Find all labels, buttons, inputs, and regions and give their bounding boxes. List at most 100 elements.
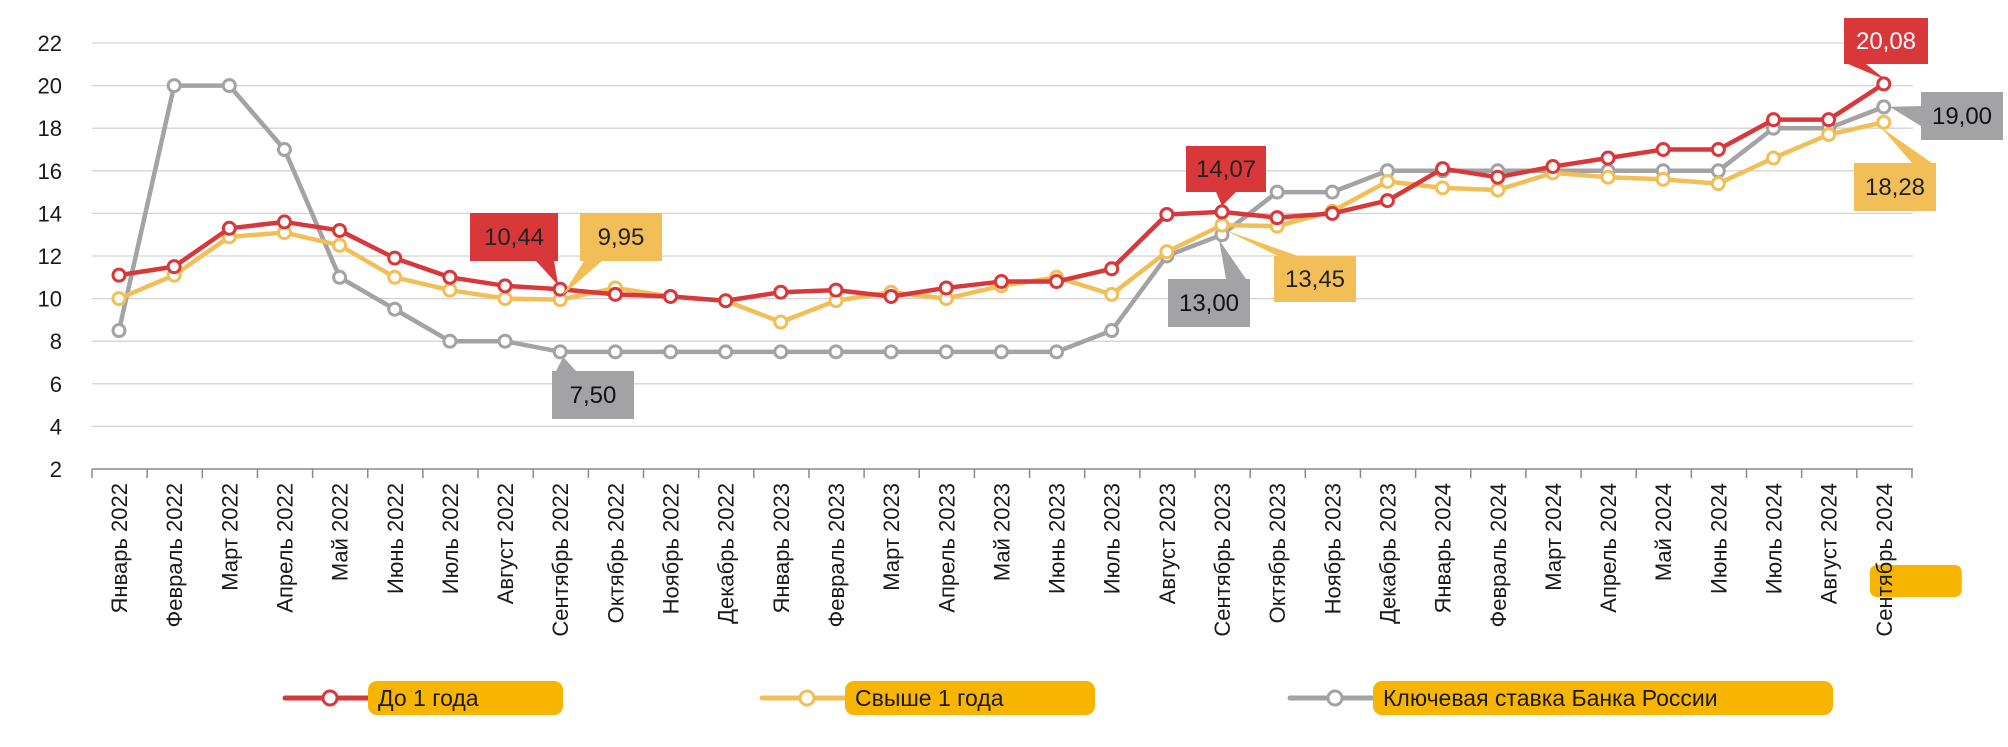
legend-swatch-marker: [1326, 689, 1344, 707]
data-point-s1-6: [442, 282, 458, 298]
x-tick-label: Октябрь 2023: [1265, 483, 1290, 623]
data-point-s0-27: [1600, 150, 1616, 166]
x-tick-label: Февраль 2022: [162, 483, 187, 627]
data-point-s0-2: [221, 220, 237, 236]
x-tick-label: Март 2022: [217, 483, 242, 591]
legend-swatch-marker: [798, 689, 816, 707]
data-point-s1-5: [387, 269, 403, 285]
data-point-s2-2: [221, 78, 237, 94]
legend: До 1 года Свыше 1 года Ключевая ставка Бан…: [282, 681, 1833, 715]
callout-pointer: [562, 261, 602, 296]
data-point-s2-14: [883, 344, 899, 360]
data-point-s0-10: [663, 288, 678, 304]
data-point-s2-29: [1710, 163, 1726, 179]
data-point-s0-8: [552, 281, 568, 297]
data-point-s0-20: [1214, 204, 1230, 220]
callout-box: [1274, 256, 1356, 302]
x-tick-label: Сентябрь 2022: [548, 483, 573, 637]
data-point-s2-15: [938, 344, 954, 360]
x-tick-label: Август 2024: [1817, 483, 1842, 604]
y-tick-label: 14: [38, 201, 62, 226]
y-axis-ticks: 2 4 6 8 10 12 14 16 18 20 22: [38, 31, 62, 482]
data-point-s1-4: [332, 237, 348, 253]
data-point-s0-0: [111, 267, 127, 283]
x-tick-label: Апрель 2023: [934, 483, 959, 613]
data-point-s1-7: [497, 291, 513, 307]
x-tick-label: Май 2022: [328, 483, 353, 581]
data-point-s2-4: [332, 269, 348, 285]
data-point-s0-12: [773, 284, 789, 300]
callout-label: 20,08: [1856, 28, 1916, 55]
x-tick-label: Февраль 2023: [824, 483, 849, 627]
data-point-s0-16: [993, 274, 1009, 290]
data-point-s2-16: [993, 344, 1009, 360]
data-point-s2-5: [387, 301, 403, 317]
data-point-s0-14: [883, 288, 899, 304]
legend-label: Свыше 1 года: [855, 685, 1004, 711]
data-point-s0-6: [442, 269, 458, 285]
x-tick-label: Август 2022: [493, 483, 518, 604]
x-tick-label: Ноябрь 2023: [1320, 483, 1345, 614]
data-point-s1-28: [1655, 171, 1671, 187]
x-tick-label: Апрель 2022: [272, 483, 297, 613]
data-point-s2-22: [1324, 184, 1340, 200]
data-point-s2-32: [1876, 99, 1892, 115]
x-tick-label: Июнь 2022: [383, 483, 408, 594]
callout-box: [552, 371, 634, 419]
callout-pointer: [1216, 192, 1236, 206]
x-tick-label: Ноябрь 2022: [659, 483, 684, 614]
data-point-s0-21: [1269, 210, 1285, 226]
data-point-s2-17: [1049, 344, 1065, 360]
data-point-s0-11: [718, 293, 734, 309]
data-point-s2-6: [442, 333, 458, 349]
callout-pointer: [1225, 230, 1298, 256]
data-callouts: 10,44 9,95 7,50 14,07 13,00 13,45 20,08 19,00 18…: [470, 18, 2003, 419]
x-tick-label: Июль 2023: [1100, 483, 1125, 594]
data-point-s0-22: [1324, 205, 1340, 221]
x-tick-label: Январь 2023: [769, 483, 794, 613]
data-point-s0-7: [497, 278, 513, 294]
x-tick-label: Сентябрь 2023: [1210, 483, 1235, 637]
x-tick-label: Июнь 2023: [1045, 483, 1070, 594]
callout-label: 13,00: [1179, 290, 1239, 317]
data-point-s2-1: [166, 78, 182, 94]
x-tick-label: Июль 2022: [438, 483, 463, 594]
data-point-s0-17: [1049, 274, 1065, 290]
y-tick-label: 16: [38, 159, 62, 184]
data-point-s2-21: [1269, 184, 1285, 200]
data-point-s0-18: [1104, 261, 1120, 277]
data-point-s1-24: [1435, 180, 1451, 196]
data-point-s0-23: [1379, 193, 1395, 209]
x-tick-label: Декабрь 2022: [714, 483, 739, 624]
legend-label-highlight: [845, 681, 1095, 715]
y-tick-label: 10: [38, 287, 62, 312]
data-point-s0-1: [166, 259, 182, 275]
data-point-s0-28: [1655, 142, 1671, 157]
x-tick-label: Март 2023: [879, 483, 904, 591]
y-tick-label: 2: [50, 457, 62, 482]
callout-pointer: [1848, 64, 1886, 80]
data-point-s0-32: [1876, 76, 1892, 92]
y-tick-label: 22: [38, 31, 62, 56]
x-tick-label: Июль 2024: [1762, 483, 1787, 594]
data-point-s0-29: [1710, 142, 1726, 157]
callout-pointer: [1219, 239, 1246, 279]
series-lines: [111, 76, 1892, 360]
data-point-s1-23: [1379, 173, 1395, 189]
x-tick-label: Август 2023: [1155, 483, 1180, 604]
callout-box: [580, 213, 662, 261]
callout-label: 14,07: [1196, 156, 1256, 183]
data-point-s2-10: [663, 344, 678, 360]
callout-label: 10,44: [484, 224, 544, 251]
data-point-s2-8: [552, 344, 568, 360]
x-label-highlight: [1869, 565, 1962, 597]
data-point-s0-5: [387, 250, 403, 266]
data-point-s1-31: [1821, 127, 1837, 143]
data-point-s1-29: [1710, 176, 1726, 192]
legend-label-highlight: [1373, 681, 1833, 715]
callout-pointer: [536, 261, 559, 286]
x-tick-label: Январь 2024: [1431, 483, 1456, 613]
data-point-s0-9: [607, 286, 623, 302]
data-point-s0-19: [1159, 206, 1175, 222]
